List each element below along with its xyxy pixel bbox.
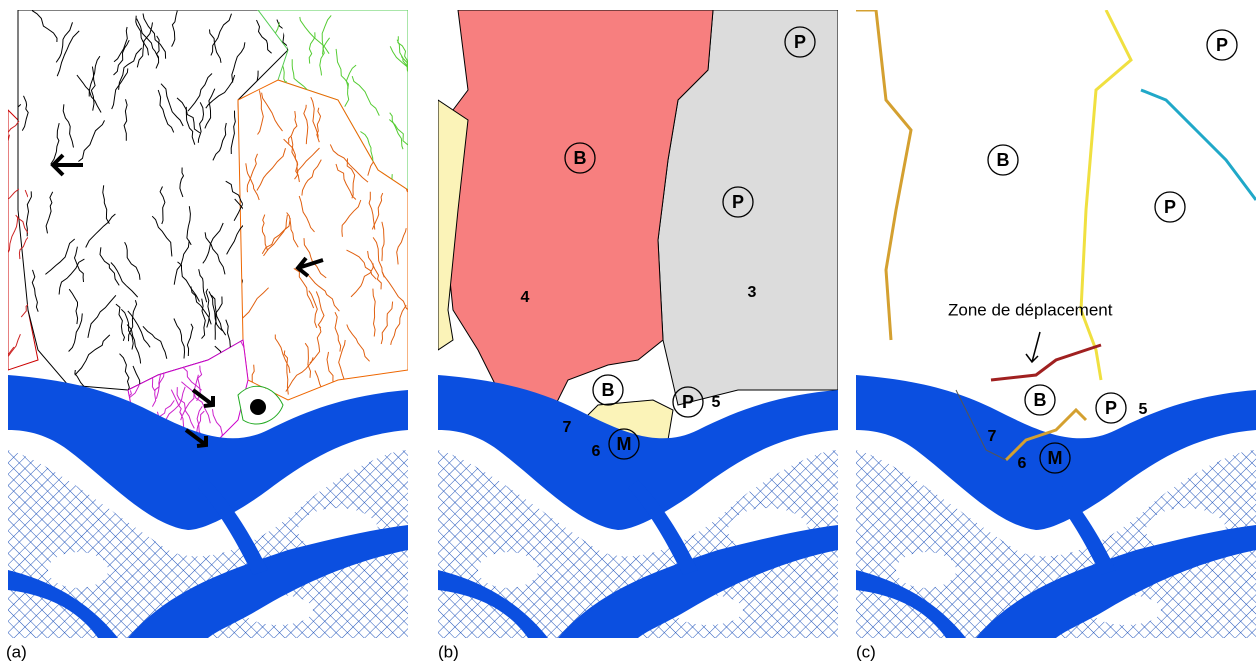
zone-label: P: [682, 392, 694, 412]
zone-number: 7: [988, 428, 997, 445]
zone-number: 7: [563, 419, 572, 436]
annotation: Zone de déplacement: [948, 300, 1113, 319]
panel-label: (a): [6, 642, 27, 661]
zone-label: P: [732, 192, 744, 212]
zone-label: P: [1164, 197, 1176, 217]
panel-b: [438, 10, 838, 638]
zone-number: 5: [1139, 401, 1148, 418]
zone-number: 3: [748, 284, 757, 301]
zone-label: B: [602, 380, 615, 400]
zone-number: 6: [1018, 455, 1027, 472]
point: [250, 399, 266, 415]
panel-label: (b): [438, 642, 459, 661]
zone-label: B: [1034, 390, 1047, 410]
zone-number: 5: [712, 394, 721, 411]
zone-label: B: [997, 150, 1010, 170]
zone-label: P: [794, 32, 806, 52]
zone-label: B: [574, 148, 587, 168]
zone-number: 4: [521, 289, 530, 306]
panel-c: [856, 10, 1260, 638]
figure: B P P B P M 4 3 7 6 5 P B P B P M 7 6 5 …: [0, 0, 1260, 665]
panel-label: (c): [856, 642, 876, 661]
panel-a: [0, 10, 424, 638]
zone-label: M: [617, 434, 632, 454]
zone-number: 6: [592, 443, 601, 460]
zone-label: M: [1048, 448, 1063, 468]
zone-label: P: [1105, 398, 1117, 418]
zone-label: P: [1216, 35, 1228, 55]
